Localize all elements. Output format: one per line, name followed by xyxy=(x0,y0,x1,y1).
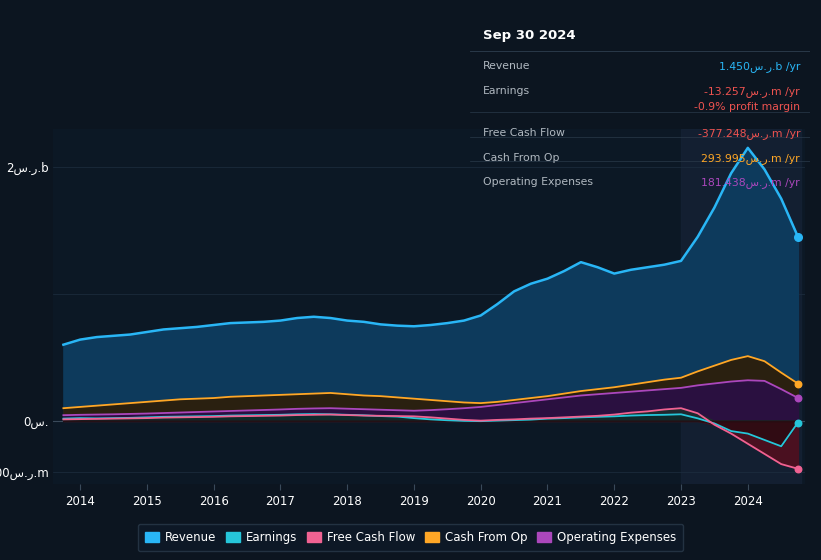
Point xyxy=(791,379,805,388)
Text: 293.995س.ر.m /yr: 293.995س.ر.m /yr xyxy=(701,153,800,164)
Text: Sep 30 2024: Sep 30 2024 xyxy=(484,29,576,42)
Bar xyxy=(681,129,801,484)
Text: -13.257س.ر.m /yr: -13.257س.ر.m /yr xyxy=(704,86,800,97)
Text: 1.450س.ر.b /yr: 1.450س.ر.b /yr xyxy=(718,60,800,72)
Text: Operating Expenses: Operating Expenses xyxy=(484,177,594,187)
Text: Cash From Op: Cash From Op xyxy=(484,153,560,164)
Legend: Revenue, Earnings, Free Cash Flow, Cash From Op, Operating Expenses: Revenue, Earnings, Free Cash Flow, Cash … xyxy=(138,524,683,551)
Text: 181.438س.ر.m /yr: 181.438س.ر.m /yr xyxy=(701,177,800,188)
Point xyxy=(791,394,805,403)
Text: Earnings: Earnings xyxy=(484,86,530,96)
Text: -377.248س.ر.m /yr: -377.248س.ر.m /yr xyxy=(698,128,800,139)
Point xyxy=(791,464,805,473)
Point xyxy=(791,418,805,427)
Text: Revenue: Revenue xyxy=(484,60,530,71)
Point xyxy=(791,232,805,241)
Text: Free Cash Flow: Free Cash Flow xyxy=(484,128,565,138)
Text: -0.9% profit margin: -0.9% profit margin xyxy=(694,102,800,112)
